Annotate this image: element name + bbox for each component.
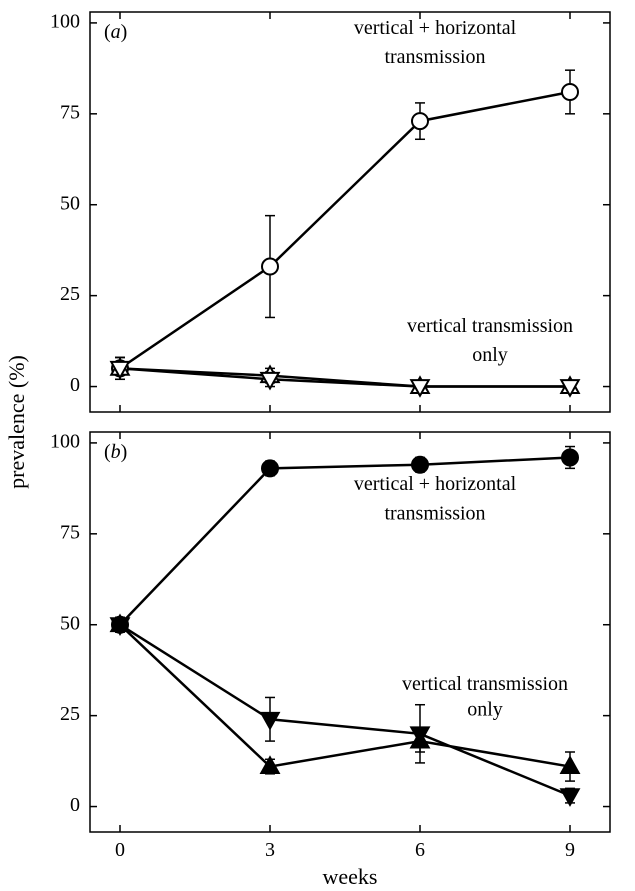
xtick-label: 6 — [415, 839, 425, 861]
x-axis-label: weeks — [323, 864, 378, 889]
annotation-text: transmission — [384, 502, 485, 524]
annotation-text: vertical transmission — [402, 673, 568, 695]
annotation-text: only — [472, 344, 508, 366]
panel-tag-a: (a) — [104, 21, 127, 43]
ytick-label: 100 — [50, 11, 80, 33]
marker-vh-circle-solid — [562, 449, 578, 465]
ytick-label: 50 — [60, 192, 80, 214]
ytick-label: 25 — [60, 703, 80, 725]
marker-vonly-tri-down-solid — [561, 789, 578, 805]
annotation-text: transmission — [384, 46, 485, 68]
xtick-label: 0 — [115, 839, 125, 861]
marker-vh-circle-solid — [412, 457, 428, 473]
chart-container: 0 25 50 75 100 (a) vertical + horizontal transm… — [0, 0, 635, 891]
y-axis-label: prevalence (%) — [4, 355, 29, 489]
panel-a: 0 25 50 75 100 (a) vertical + horizontal transm… — [50, 11, 610, 412]
panel-tag-b: (b) — [104, 441, 127, 463]
xtick-label: 9 — [565, 839, 575, 861]
axis-box — [90, 12, 610, 412]
xtick-label: 3 — [265, 839, 275, 861]
ytick-label: 0 — [70, 374, 80, 396]
marker-vh-circle-open — [412, 113, 428, 129]
ytick-label: 0 — [70, 794, 80, 816]
panel-b: 0 25 50 75 100 0 3 6 9 (b) vertical + horizontal tr… — [50, 431, 610, 861]
axis-box — [90, 432, 610, 832]
ytick-label: 100 — [50, 431, 80, 453]
marker-vh-circle-solid — [262, 460, 278, 476]
ytick-label: 50 — [60, 612, 80, 634]
annotation-text: vertical transmission — [407, 315, 573, 337]
series-line-vonly-tri-up-solid — [120, 625, 570, 767]
chart-svg: 0 25 50 75 100 (a) vertical + horizontal transm… — [0, 0, 635, 891]
annotation-text: vertical + horizontal — [354, 473, 517, 495]
annotation-text: vertical + horizontal — [354, 17, 517, 39]
ytick-label: 25 — [60, 283, 80, 305]
ytick-label: 75 — [60, 521, 80, 543]
ytick-label: 75 — [60, 101, 80, 123]
marker-vh-circle-open — [262, 259, 278, 275]
annotation-text: only — [467, 699, 503, 721]
marker-vh-circle-open — [562, 84, 578, 100]
